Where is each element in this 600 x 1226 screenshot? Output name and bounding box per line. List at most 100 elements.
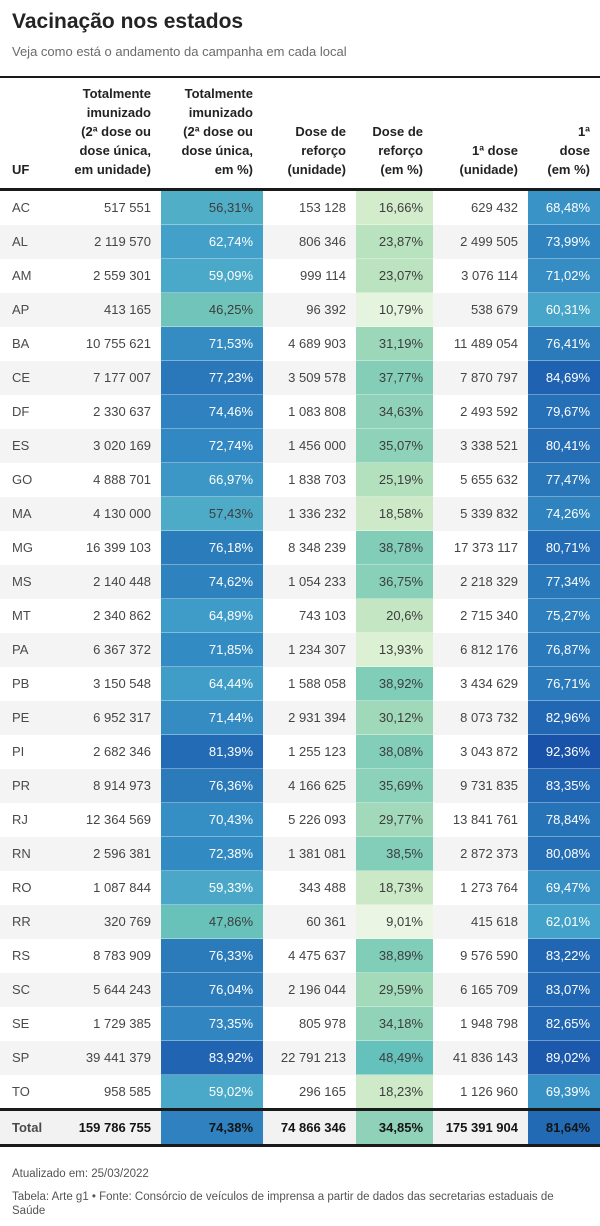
unit-cell: 8 914 973 <box>60 768 161 803</box>
unit-cell: 1 054 233 <box>263 564 356 599</box>
uf-cell: PE <box>0 700 60 735</box>
percent-cell: 83,07% <box>528 972 600 1007</box>
unit-cell: 9 576 590 <box>460 948 518 963</box>
percent-cell: 57,43% <box>161 496 263 531</box>
percent-cell: 70,43% <box>161 802 263 837</box>
unit-cell: 6 165 709 <box>433 972 528 1007</box>
percent-cell: 71,53% <box>161 326 263 361</box>
percent-cell: 66,97% <box>161 462 263 497</box>
percent-cell: 77,34% <box>528 564 600 599</box>
unit-cell: 7 870 797 <box>433 360 528 395</box>
table-row: CE 7 177 007 77,23% 3 509 578 37,77% 7 870 79… <box>0 360 600 395</box>
unit-cell: 1 234 307 <box>263 632 356 667</box>
percent-cell: 76,18% <box>161 530 263 565</box>
uf-cell: RR <box>0 904 60 939</box>
unit-cell: 2 140 448 <box>60 564 161 599</box>
table-row: RR 320 769 47,86% 60 361 9,01% 415 618 62,01% <box>0 904 600 939</box>
percent-cell: 71,44% <box>161 700 263 735</box>
unit-cell: 2 218 329 <box>433 564 528 599</box>
unit-cell: 415 618 <box>433 904 528 939</box>
unit-cell: 320 769 <box>60 904 161 939</box>
unit-cell: 4 130 000 <box>60 496 161 531</box>
percent-cell: 76,04% <box>161 972 263 1007</box>
percent-cell: 76,87% <box>528 632 600 667</box>
percent-cell: 35,69% <box>356 768 433 803</box>
total-row: Total 159 786 755 74,38% 74 866 346 34,85% 17… <box>0 1109 600 1146</box>
vaccination-table: UF Totalmente imunizado (2ª dose ou dose… <box>0 76 600 1147</box>
percent-cell: 81,64% <box>528 1109 600 1146</box>
percent-cell: 31,19% <box>356 326 433 361</box>
table-row: MS 2 140 448 74,62% 1 054 233 36,75% 2 218 32… <box>0 564 600 599</box>
unit-cell: 3 509 578 <box>263 360 356 395</box>
unit-cell: 175 391 904 <box>433 1109 528 1146</box>
uf-cell: BA <box>12 336 30 351</box>
uf-cell: RN <box>0 836 60 871</box>
unit-cell: 8 073 732 <box>433 700 528 735</box>
unit-cell: 41 836 143 <box>433 1040 528 1075</box>
uf-cell: TO <box>12 1083 30 1099</box>
unit-cell: 3 020 169 <box>60 428 161 463</box>
percent-cell: 73,35% <box>161 1006 263 1041</box>
column-header-booster-percent: Dose de reforço (em %) <box>372 124 423 177</box>
unit-cell: 10 755 621 <box>85 336 151 351</box>
unit-cell: 296 165 <box>299 1083 346 1099</box>
percent-cell: 74,46% <box>161 394 263 429</box>
uf-cell: MA <box>0 496 60 531</box>
percent-cell: 73,99% <box>528 224 600 259</box>
uf-cell: PR <box>0 768 60 803</box>
unit-cell: 2 196 044 <box>263 972 356 1007</box>
uf-cell: CE <box>0 360 60 395</box>
uf-cell: AL <box>0 224 60 259</box>
unit-cell: 39 441 379 <box>60 1040 161 1075</box>
column-header-booster-units: Dose de reforço (unidade) <box>287 124 347 177</box>
unit-cell: 2 499 505 <box>433 224 528 259</box>
table-row: MT 2 340 862 64,89% 743 103 20,6% 2 715 340 75… <box>0 598 600 633</box>
table-row: RN 2 596 381 72,38% 1 381 081 38,5% 2 872 373… <box>0 836 600 871</box>
percent-cell: 81,39% <box>161 734 263 769</box>
percent-cell: 29,59% <box>356 972 433 1007</box>
unit-cell: 4 475 637 <box>288 948 346 963</box>
percent-cell: 34,85% <box>356 1109 433 1146</box>
unit-cell: 2 330 637 <box>93 404 151 419</box>
unit-cell: 2 872 373 <box>433 836 528 871</box>
percent-cell: 64,89% <box>161 598 263 633</box>
unit-cell: 4 689 903 <box>288 336 346 351</box>
unit-cell: 3 338 521 <box>433 428 528 463</box>
unit-cell: 805 978 <box>299 1016 346 1031</box>
unit-cell: 96 392 <box>263 292 356 327</box>
unit-cell: 6 812 176 <box>433 632 528 667</box>
percent-cell: 62,01% <box>528 904 600 939</box>
column-header-first-dose-percent: 1ª dose (em %) <box>547 124 590 177</box>
unit-cell: 2 596 381 <box>60 836 161 871</box>
uf-cell: RO <box>12 880 32 895</box>
uf-cell: RS <box>12 948 31 963</box>
unit-cell: 629 432 <box>471 200 518 216</box>
percent-cell: 82,96% <box>528 700 600 735</box>
percent-cell: 75,27% <box>528 598 600 633</box>
percent-cell: 74,38% <box>161 1109 263 1146</box>
unit-cell: 3 150 548 <box>93 676 151 691</box>
unit-cell: 1 838 703 <box>288 472 346 487</box>
percent-cell: 83,92% <box>161 1040 263 1075</box>
percent-cell: 38,5% <box>356 836 433 871</box>
percent-cell: 89,02% <box>528 1040 600 1075</box>
uf-cell: MS <box>0 564 60 599</box>
unit-cell: 74 866 346 <box>263 1109 356 1146</box>
table-row: PI 2 682 346 81,39% 1 255 123 38,08% 3 043 87… <box>0 734 600 769</box>
unit-cell: 7 177 007 <box>60 360 161 395</box>
unit-cell: 999 114 <box>299 268 346 283</box>
unit-cell: 22 791 213 <box>263 1040 356 1075</box>
percent-cell: 76,71% <box>528 666 600 701</box>
unit-cell: 2 559 301 <box>93 268 151 283</box>
unit-cell: 1 336 232 <box>263 496 356 531</box>
unit-cell: 3 434 629 <box>460 676 518 691</box>
percent-cell: 76,33% <box>161 938 263 973</box>
percent-cell: 18,73% <box>356 870 433 905</box>
percent-cell: 82,65% <box>528 1006 600 1041</box>
header-row: UF Totalmente imunizado (2ª dose ou dose… <box>0 77 600 190</box>
percent-cell: 10,79% <box>356 292 433 327</box>
unit-cell: 1 588 058 <box>288 676 346 691</box>
percent-cell: 34,18% <box>356 1006 433 1041</box>
page-subtitle: Veja como está o andamento da campanha e… <box>12 44 347 59</box>
percent-cell: 71,85% <box>161 632 263 667</box>
